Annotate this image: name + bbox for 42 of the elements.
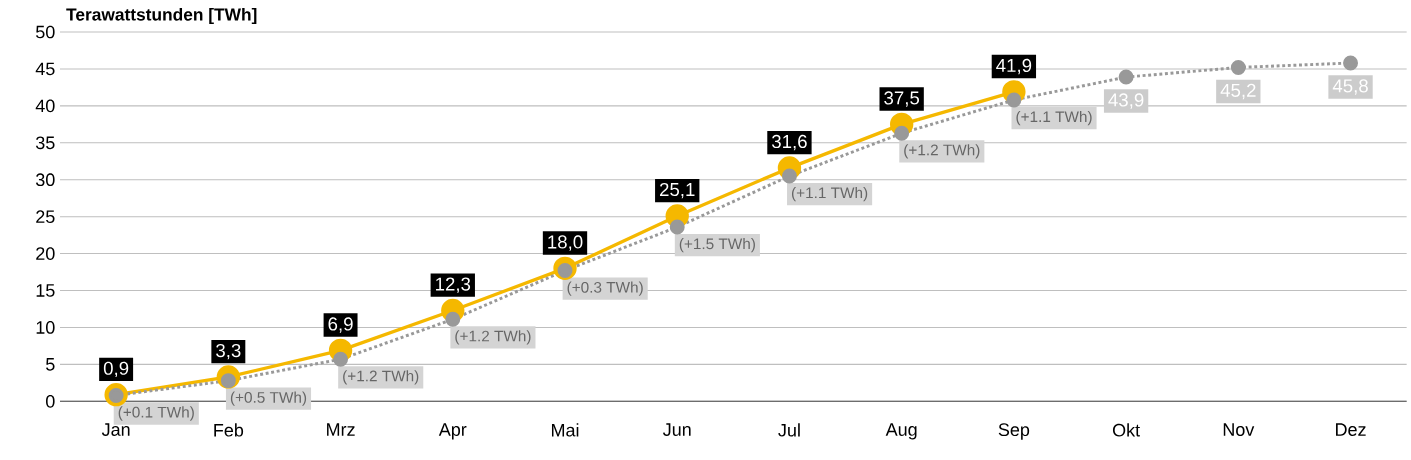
x-tick-label: Jan [101, 423, 130, 436]
annotation: (+1.5 TWh) [679, 237, 755, 253]
y-tick-label: 20 [36, 247, 55, 260]
data-label: 37,5 [884, 91, 920, 107]
x-tick-label: Mrz [327, 423, 355, 436]
x-tick-label: Jun [662, 423, 691, 436]
x-tick-label: Jul [778, 423, 800, 437]
y-tick-label: 30 [35, 173, 55, 187]
data-label: 31,6 [771, 134, 807, 151]
x-tick-label: Apr [438, 423, 467, 440]
y-tick-label: 35 [35, 136, 55, 150]
y-tick-label: 50 [36, 25, 55, 39]
data-label: 41,9 [996, 58, 1032, 75]
y-tick-label: 15 [36, 284, 55, 297]
annotation: (+1.2 TWh) [455, 330, 531, 345]
data-label: 25,1 [660, 182, 695, 199]
y-tick-label: 10 [36, 321, 55, 334]
annotation: (+1.1 TWh) [1016, 110, 1092, 126]
x-tick-label: Feb [214, 423, 244, 437]
annotation: (+0.5 TWh) [230, 391, 307, 406]
y-tick-label: 45 [35, 62, 55, 76]
data-label: 12,3 [436, 277, 471, 293]
data-label: 6,9 [328, 317, 353, 333]
x-tick-label: Mai [551, 423, 579, 437]
y-axis-title: Terawattstunden [TWh] [66, 7, 257, 25]
annotation: (+1.2 TWh) [343, 370, 419, 385]
y-tick-label: 25 [36, 210, 55, 224]
data-label: 0,9 [103, 361, 129, 378]
y-tick-label: 40 [35, 99, 55, 113]
data-label: 3,3 [216, 343, 241, 360]
x-tick-label: Sep [998, 423, 1030, 440]
annotation: (+0.1 TWh) [118, 406, 194, 421]
annotation: (+1.1 TWh) [791, 186, 868, 202]
data-label: 18,0 [548, 235, 583, 251]
annotation: (+0.3 TWh) [567, 281, 643, 296]
x-tick-label: Okt [1112, 423, 1140, 437]
x-tick-label: Aug [885, 423, 917, 440]
y-tick-label: 5 [46, 358, 55, 371]
x-tick-label: Nov [1223, 423, 1255, 436]
y-tick-label: 0 [46, 394, 55, 408]
annotation: (+1.2 TWh) [904, 144, 980, 159]
x-tick-label: Dez [1336, 423, 1366, 436]
